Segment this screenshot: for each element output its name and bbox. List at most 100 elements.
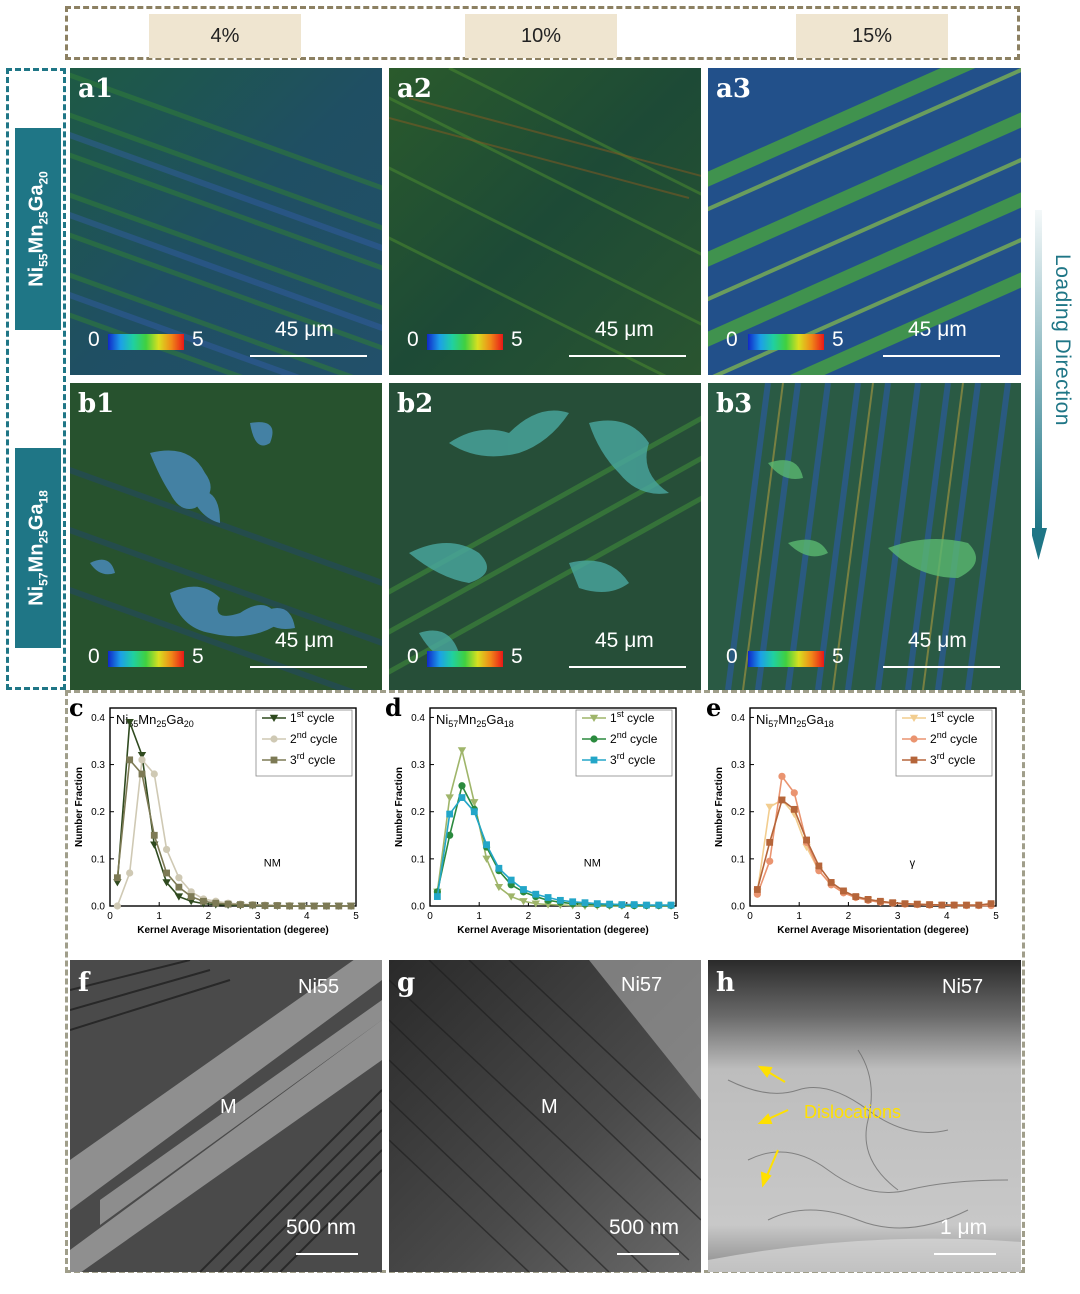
title-subscript: 55 [128, 719, 138, 729]
legend-number: 2 [290, 732, 297, 746]
data-point [815, 862, 823, 870]
legend-suffix: cycle [307, 732, 338, 746]
data-point [249, 901, 257, 909]
kam-map-b1-image [70, 383, 382, 690]
colorbar-min-b1: 0 [88, 645, 100, 668]
scale-label-a2: 45 μm [595, 318, 654, 341]
x-tick-label: 3 [575, 911, 581, 922]
data-point [175, 874, 183, 882]
data-point [433, 893, 441, 900]
data-point [224, 900, 232, 908]
title-subscript: 18 [504, 719, 514, 729]
tem-image-h-picture [708, 960, 1021, 1272]
data-point [667, 901, 675, 909]
kam-map-b2: b2 0 5 45 μm [389, 383, 701, 690]
legend-marker [270, 735, 278, 743]
kam-map-a3-image [708, 68, 1021, 375]
y-tick-label: 0.2 [731, 807, 745, 818]
data-point [778, 772, 786, 780]
strain-header-frame [65, 6, 1020, 60]
alloy-label-ni57: Ni57Mn25Ga18 [15, 448, 61, 648]
legend-superscript: st [617, 709, 625, 719]
data-point [162, 879, 171, 887]
legend-superscript: st [937, 709, 945, 719]
data-point [950, 901, 958, 909]
data-point [938, 901, 946, 909]
strain-label-15: 15% [796, 14, 948, 58]
legend-entry: 3rd cycle [610, 751, 656, 767]
panel-label-h: h [716, 968, 735, 998]
title-element: Ga [486, 712, 504, 727]
data-point [470, 799, 479, 807]
title-subscript: 57 [448, 719, 458, 729]
legend-number: 1 [610, 711, 617, 725]
panel-label-b2: b2 [397, 389, 434, 419]
title-element: Ni [436, 712, 448, 727]
y-axis-label: Number Fraction [74, 767, 85, 847]
x-tick-label: 4 [624, 911, 630, 922]
data-point [125, 718, 134, 727]
legend-suffix: cycle [627, 732, 658, 746]
legend-superscript: rd [617, 751, 625, 761]
data-point [864, 896, 872, 903]
data-point [975, 901, 983, 909]
colorbar-max-a2: 5 [511, 328, 523, 351]
tem-sample-h: Ni57 [942, 976, 984, 998]
data-point [876, 897, 884, 905]
scalebar-b1 [250, 666, 367, 668]
strain-label-4: 4% [149, 14, 301, 58]
legend-box [575, 709, 673, 777]
data-point [212, 899, 220, 907]
y-tick-label: 0.0 [731, 902, 745, 913]
panel-label-d: d [385, 693, 402, 722]
x-tick-label: 3 [895, 911, 901, 922]
data-point [273, 902, 281, 909]
panel-label-a1: a1 [78, 74, 113, 104]
legend-entry: 2nd cycle [930, 730, 978, 746]
data-point [766, 857, 774, 865]
legend-marker [269, 714, 279, 722]
panel-label-c: c [69, 693, 84, 722]
data-point [803, 836, 810, 844]
kam-map-b3: b3 0 5 45 μm [708, 383, 1021, 690]
title-subscript: 25 [796, 719, 806, 729]
title-element: Mn [778, 712, 796, 727]
tem-scale-label-h: 1 μm [940, 1216, 988, 1239]
colorbar-min-a2: 0 [407, 328, 419, 351]
kam-map-a1-image [70, 68, 382, 375]
loading-direction: Loading Direction [1032, 210, 1074, 590]
data-point [544, 894, 552, 901]
data-point [335, 902, 343, 910]
plot-frame [109, 707, 357, 907]
colorbar-max-b3: 5 [832, 645, 844, 668]
data-point [298, 902, 306, 910]
legend-superscript: nd [617, 730, 627, 740]
data-point [347, 902, 355, 910]
panel-label-a3: a3 [716, 74, 751, 104]
data-point [519, 898, 528, 906]
data-point [137, 751, 147, 760]
y-tick-label: 0.1 [411, 854, 425, 865]
data-point [913, 900, 921, 908]
colorbar-min-a1: 0 [88, 328, 100, 351]
legend-suffix: cycle [624, 711, 655, 725]
scalebar-a1 [250, 355, 367, 357]
colorbar-min-a3: 0 [726, 328, 738, 351]
series-3 [433, 794, 675, 909]
x-tick-label: 1 [156, 911, 162, 922]
legend-superscript: nd [937, 730, 947, 740]
x-tick-label: 0 [107, 911, 113, 922]
y-tick-label: 0.3 [91, 760, 105, 771]
panel-label-b1: b1 [78, 389, 115, 419]
data-point [926, 901, 933, 908]
legend-suffix: cycle [944, 711, 975, 725]
y-axis-label: Number Fraction [714, 767, 725, 847]
legend-superscript: rd [937, 751, 945, 761]
x-tick-label: 1 [796, 911, 802, 922]
panel-label-g: g [397, 968, 416, 998]
x-tick-label: 2 [846, 911, 852, 922]
colorbar-min-b3: 0 [726, 645, 738, 668]
data-point [765, 803, 774, 811]
title-element: Mn [138, 712, 156, 727]
legend-marker [910, 735, 918, 743]
